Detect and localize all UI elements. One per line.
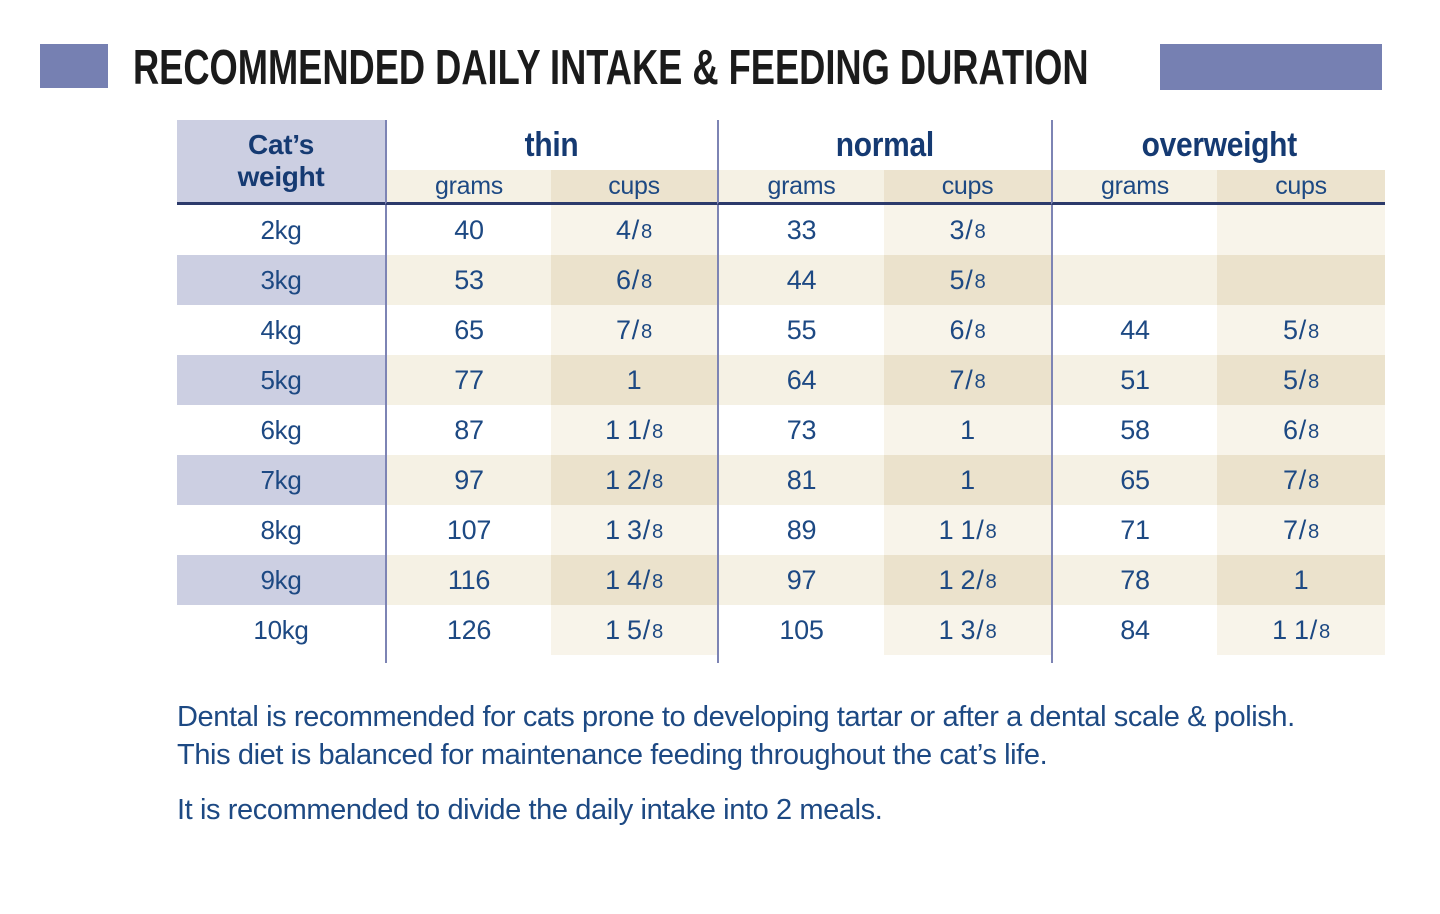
overweight-grams-cell: 71 bbox=[1051, 505, 1217, 555]
subheader-thin-cups: cups bbox=[551, 170, 717, 205]
thin-cups-cell: 1 5/8 bbox=[551, 605, 717, 655]
group-header-overweight-label: overweight bbox=[1141, 125, 1297, 164]
normal-grams-cell: 44 bbox=[717, 255, 884, 305]
normal-cups-cell: 1 bbox=[884, 405, 1051, 455]
normal-grams-cell: 97 bbox=[717, 555, 884, 605]
thin-cups-cell: 1 bbox=[551, 355, 717, 405]
thin-cups-cell: 1 1/8 bbox=[551, 405, 717, 455]
normal-cups-cell: 7/8 bbox=[884, 355, 1051, 405]
normal-grams-cell: 55 bbox=[717, 305, 884, 355]
thin-grams-cell: 107 bbox=[385, 505, 551, 555]
normal-cups-cell: 1 2/8 bbox=[884, 555, 1051, 605]
overweight-cups-cell: 7/8 bbox=[1217, 505, 1385, 555]
normal-grams-cell: 81 bbox=[717, 455, 884, 505]
normal-cups-cell: 1 bbox=[884, 455, 1051, 505]
thin-cups-cell: 7/8 bbox=[551, 305, 717, 355]
overweight-grams-cell: 78 bbox=[1051, 555, 1217, 605]
thin-grams-cell: 65 bbox=[385, 305, 551, 355]
group-header-thin: thin bbox=[385, 120, 717, 170]
normal-grams-cell: 33 bbox=[717, 205, 884, 255]
group-header-normal-label: normal bbox=[835, 125, 935, 164]
overweight-cups-cell: 7/8 bbox=[1217, 455, 1385, 505]
weight-cell: 4kg bbox=[260, 314, 302, 345]
overweight-cups-cell: 6/8 bbox=[1217, 405, 1385, 455]
thin-grams-cell: 97 bbox=[385, 455, 551, 505]
weight-header-line1: Cat’s bbox=[248, 128, 314, 160]
weight-header-line2: weight bbox=[237, 161, 325, 192]
thin-cups-cell: 1 2/8 bbox=[551, 455, 717, 505]
thin-grams-cell: 77 bbox=[385, 355, 551, 405]
normal-grams-cell: 89 bbox=[717, 505, 884, 555]
normal-cups-cell: 3/8 bbox=[884, 205, 1051, 255]
thin-grams-cell: 126 bbox=[385, 605, 551, 655]
normal-cups-cell: 6/8 bbox=[884, 305, 1051, 355]
overweight-cups-cell bbox=[1217, 205, 1385, 255]
weight-cell: 2kg bbox=[260, 214, 302, 245]
weight-cell: 9kg bbox=[177, 555, 385, 605]
thin-cups-cell: 1 3/8 bbox=[551, 505, 717, 555]
normal-grams-cell: 64 bbox=[717, 355, 884, 405]
page-title: RECOMMENDED DAILY INTAKE & FEEDING DURAT… bbox=[133, 41, 1089, 95]
overweight-cups-cell: 5/8 bbox=[1217, 305, 1385, 355]
weight-cell: 8kg bbox=[260, 514, 302, 545]
weight-cell: 3kg bbox=[177, 255, 385, 305]
accent-bar-left bbox=[40, 44, 108, 88]
note-dental-line1: Dental is recommended for cats prone to … bbox=[177, 701, 1295, 733]
subheader-normal-grams: grams bbox=[717, 170, 884, 205]
subheader-thin-grams: grams bbox=[385, 170, 551, 205]
feeding-table: Cat’s weight thin normal overweight gram… bbox=[177, 120, 1385, 663]
overweight-grams-cell bbox=[1051, 255, 1217, 305]
normal-cups-cell: 5/8 bbox=[884, 255, 1051, 305]
thin-grams-cell: 116 bbox=[385, 555, 551, 605]
footer-notes: Dental is recommended for cats prone to … bbox=[177, 698, 1417, 829]
weight-cell: 10kg bbox=[253, 614, 309, 645]
weight-cell: 6kg bbox=[260, 414, 302, 445]
overweight-grams-cell bbox=[1051, 205, 1217, 255]
weight-cell: 7kg bbox=[177, 455, 385, 505]
normal-grams-cell: 73 bbox=[717, 405, 884, 455]
group-header-overweight: overweight bbox=[1051, 120, 1385, 170]
weight-column-header: Cat’s weight bbox=[177, 120, 385, 205]
overweight-cups-cell bbox=[1217, 255, 1385, 305]
subheader-overweight-grams: grams bbox=[1051, 170, 1217, 205]
thin-cups-cell: 6/8 bbox=[551, 255, 717, 305]
group-header-normal: normal bbox=[717, 120, 1051, 170]
thin-grams-cell: 87 bbox=[385, 405, 551, 455]
normal-cups-cell: 1 1/8 bbox=[884, 505, 1051, 555]
title-band: RECOMMENDED DAILY INTAKE & FEEDING DURAT… bbox=[0, 0, 1440, 110]
overweight-cups-cell: 1 1/8 bbox=[1217, 605, 1385, 655]
column-divider-tail bbox=[1051, 655, 1217, 663]
thin-cups-cell: 1 4/8 bbox=[551, 555, 717, 605]
subheader-overweight-cups: cups bbox=[1217, 170, 1385, 205]
note-meals: It is recommended to divide the daily in… bbox=[177, 794, 883, 826]
note-dental-line2: This diet is balanced for maintenance fe… bbox=[177, 739, 1048, 771]
overweight-grams-cell: 44 bbox=[1051, 305, 1217, 355]
thin-cups-cell: 4/8 bbox=[551, 205, 717, 255]
column-divider-tail bbox=[717, 655, 884, 663]
overweight-grams-cell: 51 bbox=[1051, 355, 1217, 405]
thin-grams-cell: 53 bbox=[385, 255, 551, 305]
overweight-grams-cell: 84 bbox=[1051, 605, 1217, 655]
thin-grams-cell: 40 bbox=[385, 205, 551, 255]
group-header-thin-label: thin bbox=[525, 125, 579, 164]
normal-cups-cell: 1 3/8 bbox=[884, 605, 1051, 655]
overweight-cups-cell: 5/8 bbox=[1217, 355, 1385, 405]
normal-grams-cell: 105 bbox=[717, 605, 884, 655]
accent-bar-right bbox=[1160, 44, 1382, 90]
overweight-grams-cell: 65 bbox=[1051, 455, 1217, 505]
overweight-cups-cell: 1 bbox=[1217, 555, 1385, 605]
column-divider-tail bbox=[385, 655, 551, 663]
weight-cell: 5kg bbox=[177, 355, 385, 405]
overweight-grams-cell: 58 bbox=[1051, 405, 1217, 455]
subheader-normal-cups: cups bbox=[884, 170, 1051, 205]
